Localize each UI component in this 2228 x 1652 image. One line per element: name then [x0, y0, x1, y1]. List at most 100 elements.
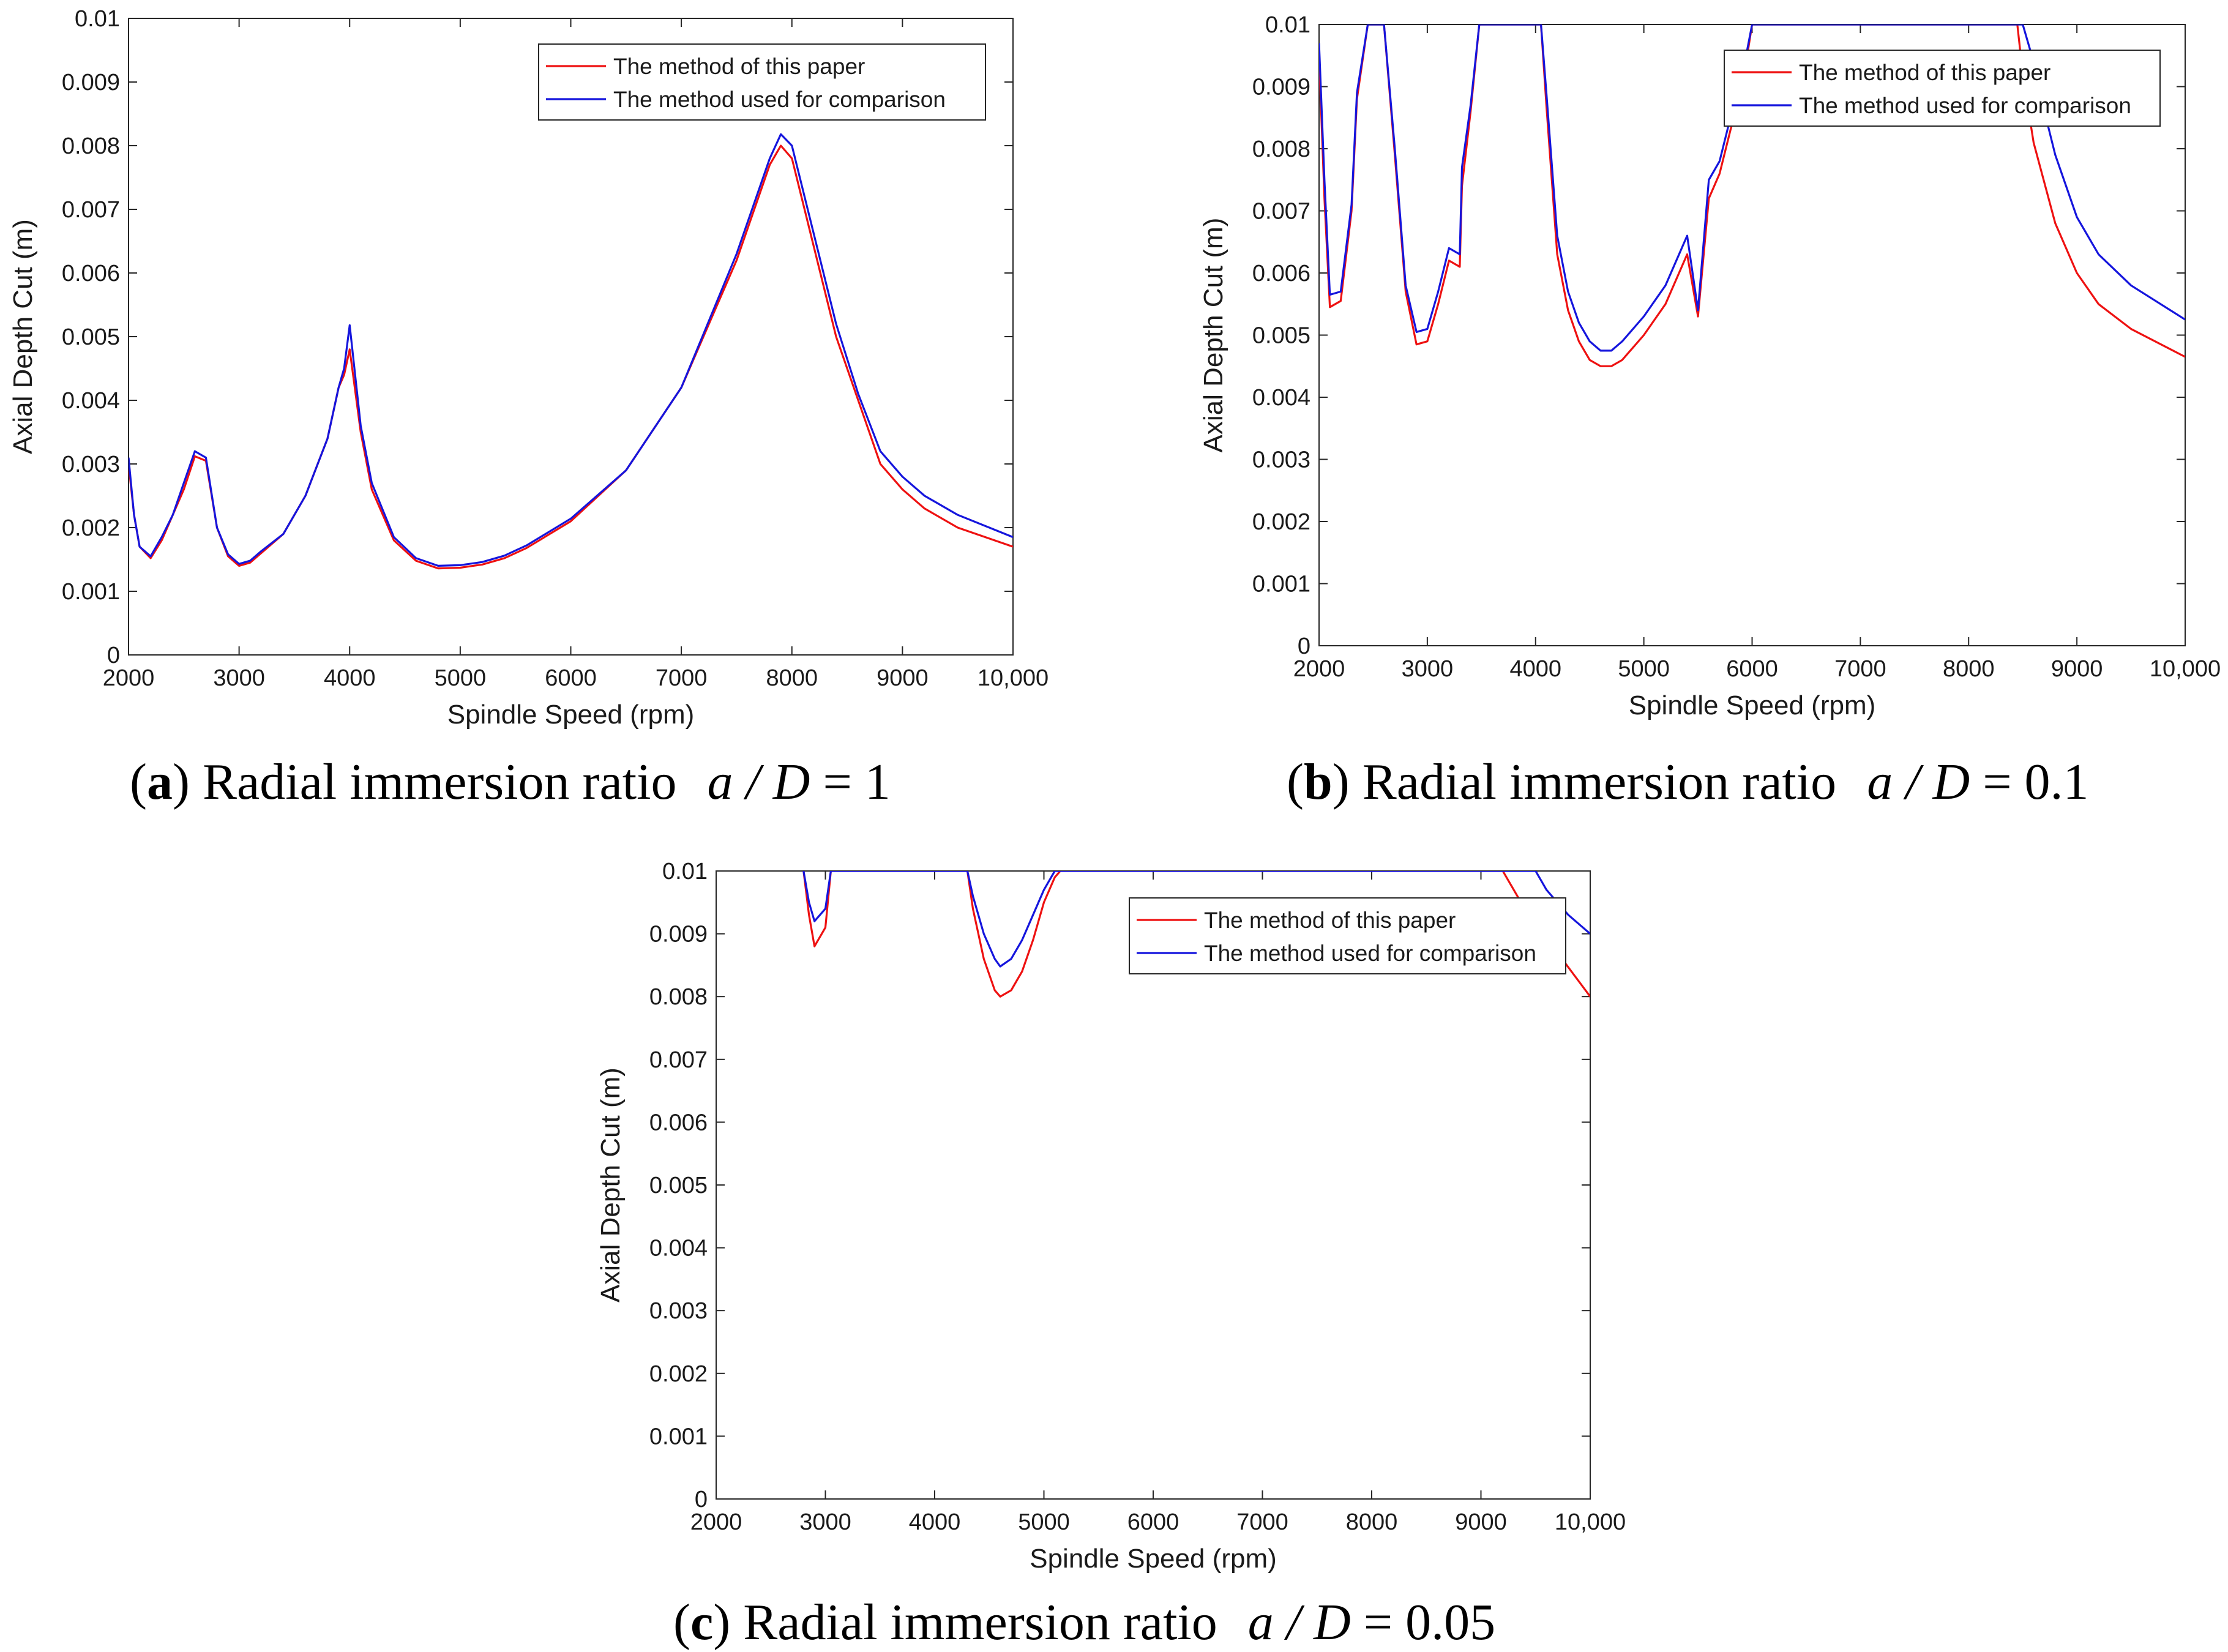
caption-letter: a: [147, 753, 173, 810]
x-tick-label: 6000: [1726, 656, 1778, 682]
x-tick-label: 5000: [1018, 1509, 1070, 1535]
y-tick-label: 0.001: [649, 1424, 708, 1449]
x-tick-label: 9000: [2051, 656, 2103, 682]
x-axis-title: Spindle Speed (rpm): [1629, 690, 1876, 720]
y-tick-label: 0.006: [649, 1110, 708, 1135]
x-tick-label: 7000: [1236, 1509, 1288, 1535]
y-tick-label: 0.001: [62, 579, 120, 605]
caption-text: Radial immersion ratio: [203, 753, 677, 810]
caption-c: (c) Radial immersion ratio a / D = 0.05: [673, 1594, 1495, 1651]
y-tick-label: 0.002: [1252, 509, 1310, 535]
x-tick-label: 7000: [1834, 656, 1886, 682]
series-line-method-paper: [802, 871, 1590, 998]
y-tick-label: 0.005: [62, 324, 120, 350]
legend-label-method-paper: The method of this paper: [1204, 908, 1456, 933]
x-tick-label: 3000: [799, 1509, 851, 1535]
y-tick-label: 0.005: [1252, 323, 1310, 349]
x-axis-title: Spindle Speed (rpm): [1030, 1544, 1277, 1574]
y-tick-label: 0.009: [649, 922, 708, 947]
y-tick-label: 0.007: [649, 1047, 708, 1073]
x-tick-label: 2000: [103, 665, 155, 691]
legend-label-method-comparison: The method used for comparison: [1799, 93, 2131, 118]
x-tick-label: 3000: [1402, 656, 1454, 682]
x-axis-title: Spindle Speed (rpm): [447, 700, 695, 730]
y-axis-title: Axial Depth Cut (m): [8, 219, 38, 454]
y-tick-label: 0.004: [62, 388, 120, 414]
y-tick-label: 0.003: [62, 452, 120, 477]
series-lines: [1319, 24, 2185, 367]
caption-b: (b) Radial immersion ratio a / D = 0.1: [1287, 753, 2089, 810]
x-tick-label: 6000: [545, 665, 597, 691]
y-axis-title: Axial Depth Cut (m): [596, 1067, 626, 1303]
x-tick-label: 7000: [656, 665, 708, 691]
caption-math-rhs: = 0.1: [1983, 753, 2088, 810]
y-tick-label: 0.007: [62, 197, 120, 223]
y-tick-label: 0: [1298, 634, 1310, 659]
x-tick-label: 10,000: [978, 665, 1049, 691]
series-line-method-paper: [129, 144, 1013, 570]
y-tick-label: 0.008: [62, 133, 120, 159]
legend-box: [538, 43, 986, 121]
caption-math-lhs: a / D: [1248, 1594, 1351, 1651]
y-tick-label: 0.004: [649, 1236, 708, 1261]
y-tick-label: 0.007: [1252, 199, 1310, 225]
x-tick-label: 4000: [1509, 656, 1561, 682]
x-tick-label: 9000: [1455, 1509, 1507, 1535]
x-tick-label: 10,000: [2150, 656, 2221, 682]
y-tick-label: 0.009: [62, 70, 120, 95]
legend-box: [1724, 50, 2161, 127]
x-tick-label: 5000: [435, 665, 487, 691]
y-tick-label: 0.003: [1252, 447, 1310, 473]
y-axis-title: Axial Depth Cut (m): [1198, 218, 1228, 453]
series-line-method-comparison: [802, 871, 1590, 968]
x-tick-label: 2000: [1293, 656, 1345, 682]
legend-label-method-comparison: The method used for comparison: [613, 87, 946, 112]
chart-panel-c: 2000 3000 4000 5000 6000 7000 8000 9000 10,000 0 0…: [596, 859, 1626, 1574]
y-tick-label: 0.003: [649, 1298, 708, 1324]
series-line-method-comparison: [1319, 24, 2185, 352]
caption-letter: b: [1304, 753, 1333, 810]
caption-math-lhs: a / D: [1867, 753, 1970, 810]
series-lines: [129, 133, 1013, 570]
y-tick-label: 0.008: [1252, 136, 1310, 162]
x-tick-label: 8000: [766, 665, 818, 691]
caption-text: Radial immersion ratio: [1363, 753, 1837, 810]
y-tick-label: 0.01: [75, 6, 120, 32]
chart-panel-a: 2000 3000 4000 5000 6000 7000 8000 9000 10,000 0 0…: [8, 6, 1049, 730]
x-tick-label: 8000: [1943, 656, 1995, 682]
legend-label-method-paper: The method of this paper: [613, 54, 865, 79]
legend: The method of this paper The method used …: [1724, 50, 2161, 127]
y-tick-label: 0.009: [1252, 75, 1310, 100]
x-tick-label: 4000: [324, 665, 376, 691]
y-tick-label: 0.01: [662, 859, 708, 884]
y-tick-label: 0.005: [649, 1173, 708, 1198]
y-tick-label: 0.002: [62, 515, 120, 541]
x-tick-label: 3000: [213, 665, 265, 691]
y-tick-label: 0: [107, 643, 120, 668]
caption-letter: c: [690, 1594, 713, 1651]
legend: The method of this paper The method used …: [1129, 897, 1566, 974]
y-tick-label: 0.01: [1265, 12, 1310, 38]
y-tick-label: 0: [695, 1487, 708, 1512]
caption-math-rhs: = 1: [823, 753, 890, 810]
x-tick-label: 8000: [1346, 1509, 1398, 1535]
y-tick-label: 0.002: [649, 1361, 708, 1387]
caption-math-lhs: a / D: [707, 753, 810, 810]
y-tick-label: 0.008: [649, 984, 708, 1010]
chart-panel-b: 2000 3000 4000 5000 6000 7000 8000 9000 10,000 0 0…: [1198, 12, 2221, 720]
y-tick-label: 0.006: [62, 261, 120, 286]
y-tick-label: 0.006: [1252, 261, 1310, 286]
legend: The method of this paper The method used …: [538, 43, 986, 121]
caption-text: Radial immersion ratio: [743, 1594, 1217, 1651]
series-line-method-comparison: [129, 133, 1013, 567]
x-tick-label: 9000: [877, 665, 929, 691]
y-tick-label: 0.004: [1252, 385, 1310, 411]
caption-math-rhs: = 0.05: [1364, 1594, 1495, 1651]
x-tick-label: 6000: [1127, 1509, 1179, 1535]
series-lines: [802, 871, 1590, 998]
legend-box: [1129, 897, 1566, 974]
caption-a: (a) Radial immersion ratio a / D = 1: [130, 753, 891, 810]
x-tick-label: 2000: [690, 1509, 742, 1535]
y-tick-label: 0.001: [1252, 572, 1310, 597]
